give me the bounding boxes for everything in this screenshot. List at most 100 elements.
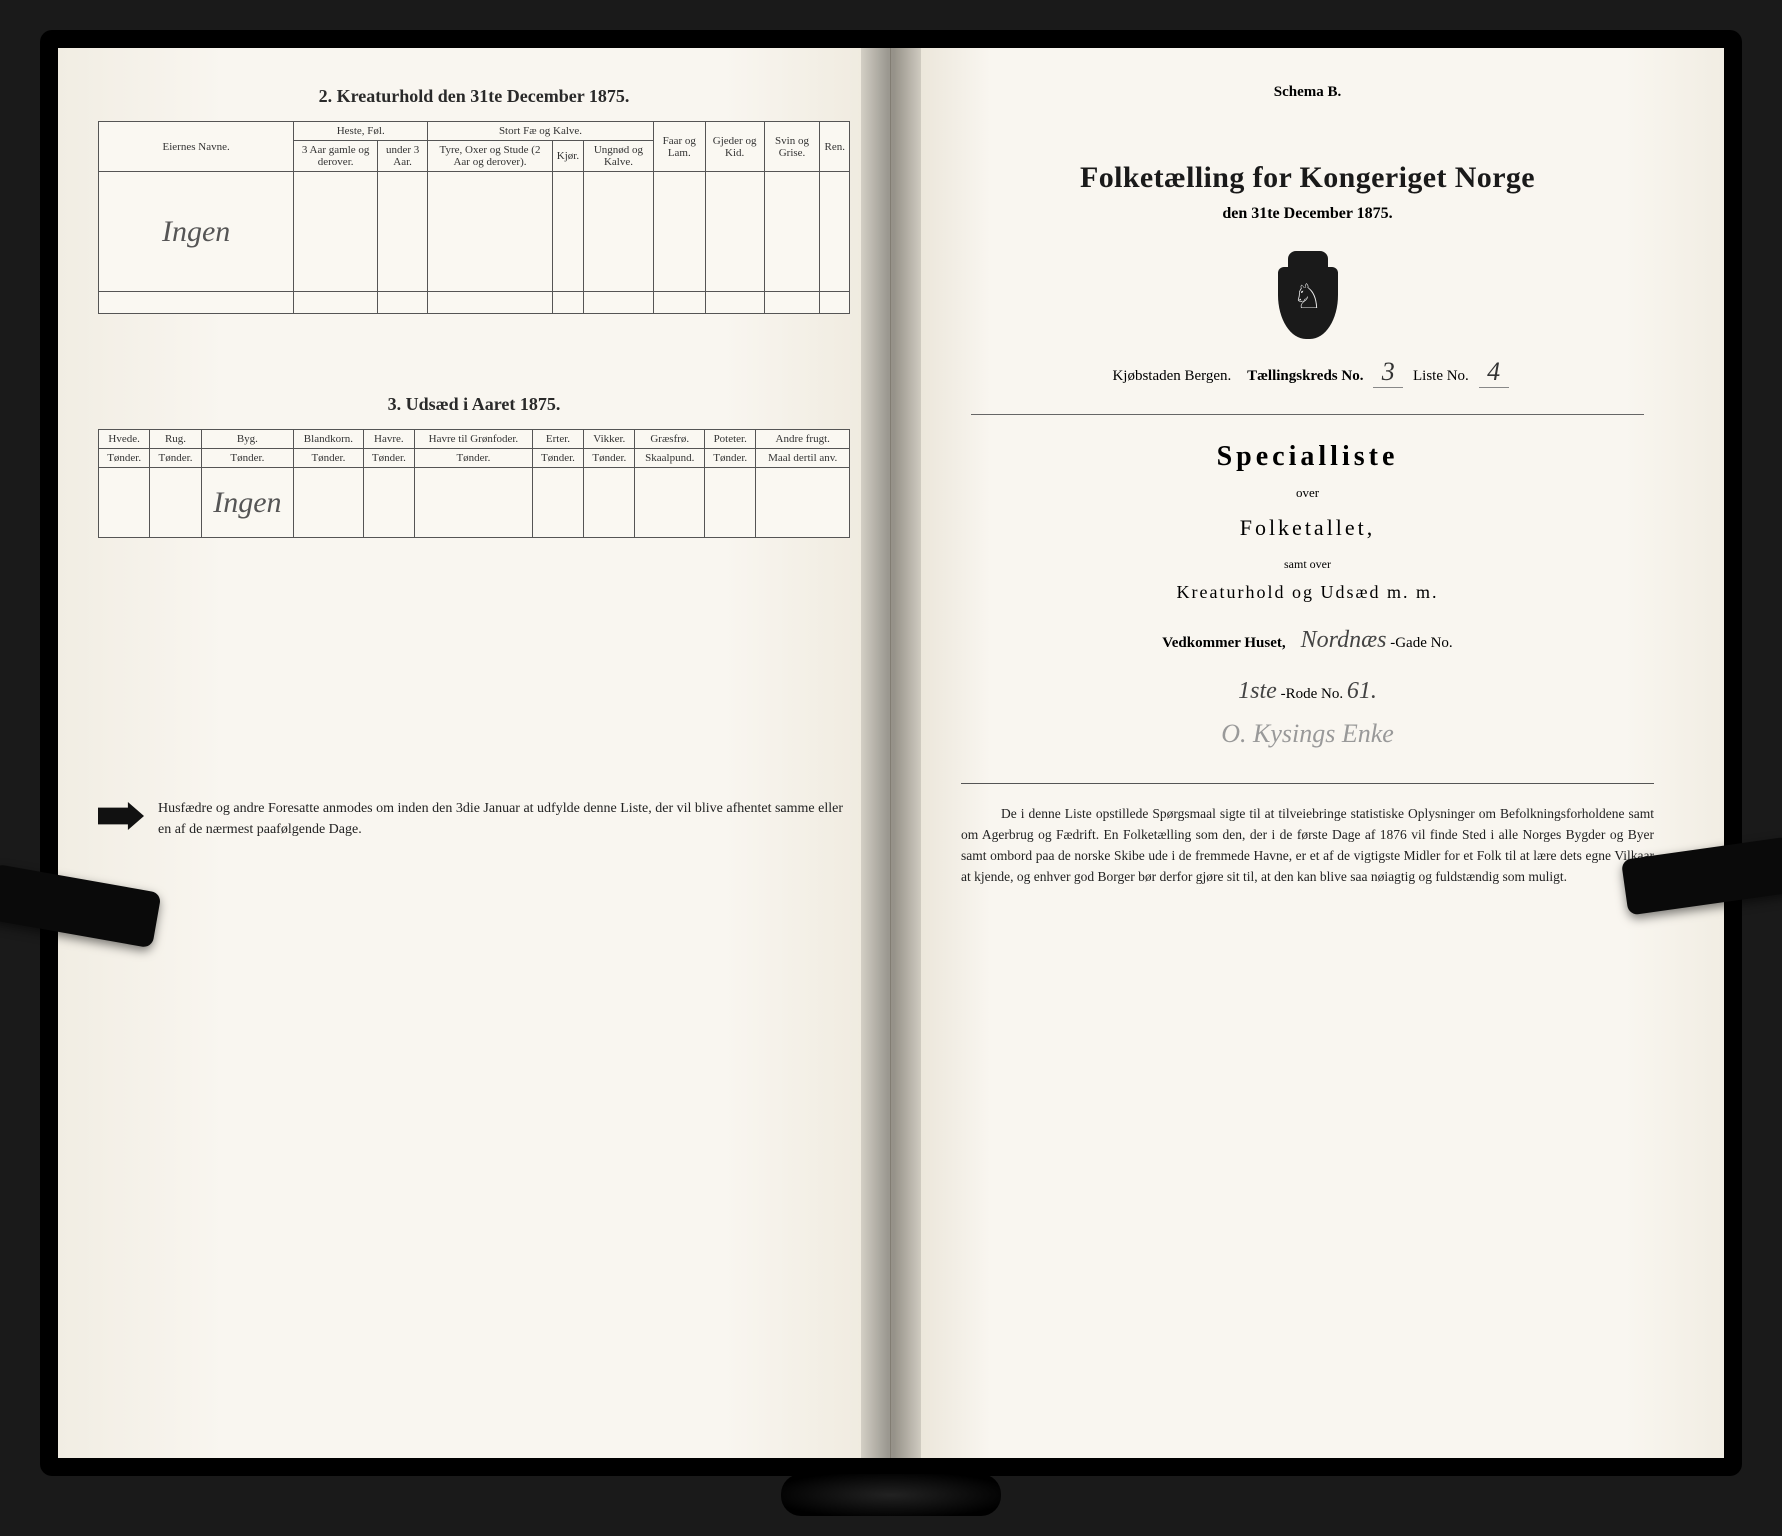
vedkommer-label: Vedkommer Huset, xyxy=(1162,635,1285,651)
cell xyxy=(584,172,654,292)
th-unit: Tønder. xyxy=(294,449,364,468)
cell xyxy=(756,468,850,538)
cell xyxy=(150,468,201,538)
cell xyxy=(552,172,583,292)
owner-name: O. Kysings Enke xyxy=(931,719,1684,749)
cell xyxy=(635,468,705,538)
cell xyxy=(415,468,533,538)
binder-hinge xyxy=(781,1474,1001,1516)
right-page: Schema B. Folketælling for Kongeriget No… xyxy=(891,48,1724,1458)
th: Andre frugt. xyxy=(756,430,850,449)
th-unit: Tønder. xyxy=(201,449,293,468)
th: Erter. xyxy=(532,430,583,449)
th: Poteter. xyxy=(705,430,756,449)
subtitle: den 31te December 1875. xyxy=(931,205,1684,223)
th-unit: Tønder. xyxy=(150,449,201,468)
cell xyxy=(820,172,850,292)
th: Havre til Grønfoder. xyxy=(415,430,533,449)
specialliste-heading: Specialliste xyxy=(931,441,1684,473)
th-unit: Tønder. xyxy=(415,449,533,468)
th-ren: Ren. xyxy=(820,122,850,172)
rode-label: -Rode No. xyxy=(1281,686,1344,702)
cell xyxy=(378,292,428,314)
table-row xyxy=(99,292,850,314)
cell xyxy=(99,468,150,538)
cell xyxy=(363,468,414,538)
cell xyxy=(552,292,583,314)
th: Byg. xyxy=(201,430,293,449)
lion-icon: ♘ xyxy=(1292,281,1322,315)
th: Hvede. xyxy=(99,430,150,449)
main-title: Folketælling for Kongeriget Norge xyxy=(931,161,1684,195)
cell xyxy=(294,292,378,314)
cell xyxy=(705,468,756,538)
kreds-label: Tællingskreds No. xyxy=(1247,368,1363,384)
place-label: Kjøbstaden Bergen. xyxy=(1112,368,1231,384)
cell xyxy=(764,292,820,314)
th-gjeder: Gjeder og Kid. xyxy=(705,122,764,172)
meta-line: Kjøbstaden Bergen. Tællingskreds No. 3 L… xyxy=(931,357,1684,388)
rode-value: 61. xyxy=(1347,678,1377,704)
th-unit: Tønder. xyxy=(99,449,150,468)
cell xyxy=(705,292,764,314)
cell xyxy=(378,172,428,292)
bottom-paragraph: De i denne Liste opstillede Spørgsmaal s… xyxy=(931,804,1684,888)
th: Rug. xyxy=(150,430,201,449)
section3-title: 3. Udsæd i Aaret 1875. xyxy=(98,394,850,415)
th-unit: Skaalpund. xyxy=(635,449,705,468)
cell xyxy=(532,468,583,538)
cell xyxy=(584,468,635,538)
cell: Ingen xyxy=(201,468,293,538)
coat-of-arms-icon: ♘ xyxy=(1273,251,1343,341)
vedkommer-line: Vedkommer Huset, Nordnæs -Gade No. xyxy=(931,627,1684,654)
th-heste-3aar: 3 Aar gamle og derover. xyxy=(294,141,378,172)
th-unit: Tønder. xyxy=(532,449,583,468)
cell xyxy=(820,292,850,314)
book-frame: 2. Kreaturhold den 31te December 1875. E… xyxy=(40,30,1742,1476)
th-group-fae: Stort Fæ og Kalve. xyxy=(428,122,654,141)
th: Græsfrø. xyxy=(635,430,705,449)
th-tyre: Tyre, Oxer og Stude (2 Aar og derover). xyxy=(428,141,553,172)
folketallet-heading: Folketallet, xyxy=(931,515,1684,541)
cell xyxy=(584,292,654,314)
cell xyxy=(428,172,553,292)
cell-owner: Ingen xyxy=(99,172,294,292)
footer-note-text: Husfædre og andre Foresatte anmodes om i… xyxy=(158,798,850,840)
table-udsaed: Hvede. Rug. Byg. Blandkorn. Havre. Havre… xyxy=(98,429,850,538)
table-kreaturhold: Eiernes Navne. Heste, Føl. Stort Fæ og K… xyxy=(98,121,850,314)
divider xyxy=(961,783,1654,784)
th-unit: Tønder. xyxy=(363,449,414,468)
th-group-heste: Heste, Føl. xyxy=(294,122,428,141)
kreaturhold-heading: Kreaturhold og Udsæd m. m. xyxy=(931,582,1684,603)
cell xyxy=(294,468,364,538)
table-row: Ingen xyxy=(99,468,850,538)
book-pages: 2. Kreaturhold den 31te December 1875. E… xyxy=(58,48,1724,1458)
th-faar: Faar og Lam. xyxy=(653,122,705,172)
bottom-text: De i denne Liste opstillede Spørgsmaal s… xyxy=(961,806,1654,884)
th-unit: Tønder. xyxy=(705,449,756,468)
cell xyxy=(705,172,764,292)
th: Vikker. xyxy=(584,430,635,449)
th-unit: Tønder. xyxy=(584,449,635,468)
pointing-hand-icon xyxy=(98,802,144,830)
left-page: 2. Kreaturhold den 31te December 1875. E… xyxy=(58,48,891,1458)
cell xyxy=(653,292,705,314)
cell xyxy=(294,172,378,292)
samt-label: samt over xyxy=(931,557,1684,572)
cell xyxy=(653,172,705,292)
divider xyxy=(971,414,1644,415)
cell xyxy=(764,172,820,292)
th-heste-u3: under 3 Aar. xyxy=(378,141,428,172)
footer-note: Husfædre og andre Foresatte anmodes om i… xyxy=(98,798,850,840)
th-kjor: Kjør. xyxy=(552,141,583,172)
gade-value: Nordnæs xyxy=(1301,627,1387,653)
liste-label: Liste No. xyxy=(1413,368,1469,384)
section2-title: 2. Kreaturhold den 31te December 1875. xyxy=(98,86,850,107)
kreds-value: 3 xyxy=(1373,357,1403,388)
rode-prefix: 1ste xyxy=(1238,678,1277,704)
cell xyxy=(428,292,553,314)
th-svin: Svin og Grise. xyxy=(764,122,820,172)
th: Havre. xyxy=(363,430,414,449)
liste-value: 4 xyxy=(1479,357,1509,388)
th-ungnod: Ungnød og Kalve. xyxy=(584,141,654,172)
